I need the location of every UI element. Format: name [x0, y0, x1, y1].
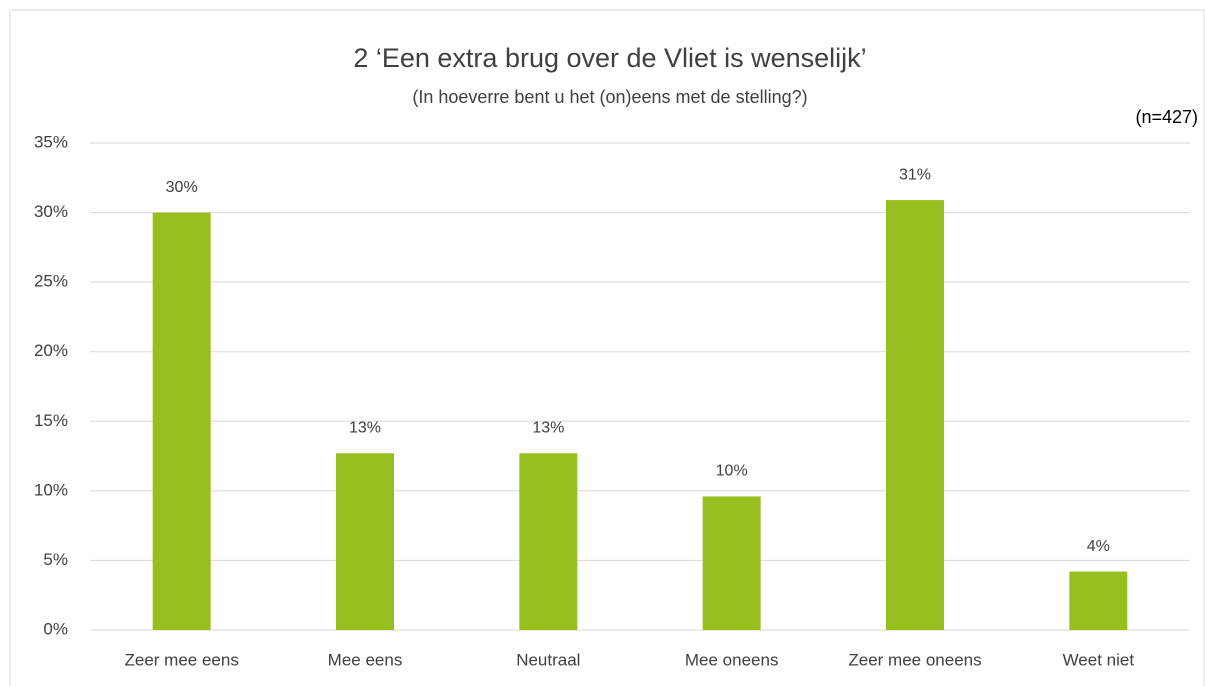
annotation: (n=427): [1135, 107, 1198, 127]
y-tick-label: 5%: [43, 550, 68, 569]
x-tick-label: Zeer mee oneens: [848, 650, 981, 669]
chart-title: 2 ‘Een extra brug over de Vliet is wense…: [353, 43, 866, 73]
x-tick-label: Neutraal: [516, 650, 580, 669]
x-tick-label: Mee oneens: [685, 650, 779, 669]
bar: [886, 200, 944, 630]
x-tick-label: Zeer mee eens: [124, 650, 238, 669]
y-tick-label: 25%: [34, 272, 68, 291]
data-label: 30%: [166, 179, 198, 196]
x-tick-label: Weet niet: [1063, 650, 1135, 669]
y-tick-label: 15%: [34, 411, 68, 430]
y-tick-label: 0%: [43, 619, 68, 638]
data-label: 13%: [532, 420, 564, 437]
bar: [702, 496, 761, 630]
bar: [336, 453, 394, 630]
data-label: 13%: [349, 420, 381, 437]
bar: [1069, 571, 1128, 630]
y-tick-label: 20%: [34, 341, 68, 360]
y-tick-label: 35%: [34, 132, 68, 151]
data-label: 4%: [1087, 538, 1110, 555]
bar: [152, 212, 211, 631]
data-label: 31%: [899, 166, 931, 183]
chart-border: [9, 9, 1205, 686]
x-tick-label: Mee eens: [328, 650, 403, 669]
data-label: 10%: [716, 463, 748, 480]
chart-subtitle: (In hoeverre bent u het (on)eens met de …: [412, 87, 807, 107]
y-tick-label: 30%: [34, 202, 68, 221]
bar: [519, 453, 578, 630]
y-tick-label: 10%: [34, 480, 68, 499]
